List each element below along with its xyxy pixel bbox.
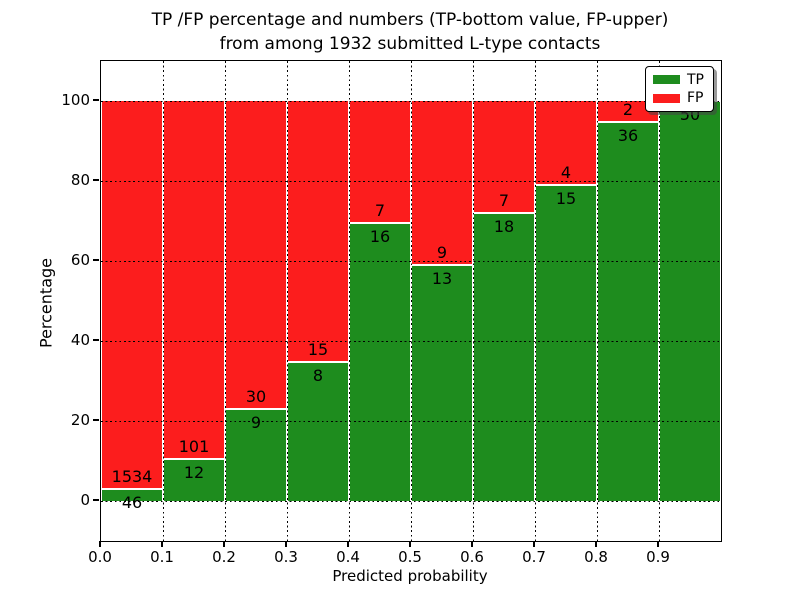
x-tick	[533, 541, 535, 547]
chart-title-line2: from among 1932 submitted L-type contact…	[219, 34, 601, 54]
bar-segment-tp	[659, 101, 721, 501]
chart-title: TP /FP percentage and numbers (TP-bottom…	[100, 8, 720, 56]
x-tick-label: 0.9	[646, 548, 670, 566]
y-tick-label: 80	[70, 171, 90, 189]
y-tick	[93, 259, 99, 261]
x-tick-label: 0.6	[460, 548, 484, 566]
bar-segment-tp	[349, 222, 411, 501]
bar-segment-fp	[287, 101, 349, 362]
x-tick	[99, 541, 101, 547]
bar-segment-tp	[597, 122, 659, 501]
bar-segment-fp	[101, 101, 163, 490]
y-tick-label: 100	[61, 91, 90, 109]
legend-item: FP	[646, 90, 713, 106]
bar-segment-fp	[349, 101, 411, 223]
x-tick	[223, 541, 225, 547]
y-tick-label: 60	[70, 251, 90, 269]
chart-title-line1: TP /FP percentage and numbers (TP-bottom…	[151, 10, 669, 30]
x-tick	[471, 541, 473, 547]
bar-segment-tp	[473, 213, 535, 501]
bar-segment-fp	[163, 101, 225, 459]
x-tick	[409, 541, 411, 547]
x-tick-label: 0.5	[398, 548, 422, 566]
x-tick-label: 0.0	[88, 548, 112, 566]
x-tick	[161, 541, 163, 547]
x-tick	[347, 541, 349, 547]
bar-segment-tp	[535, 185, 597, 501]
bar-segment-fp	[225, 101, 287, 409]
bar-segment-tp	[101, 489, 163, 501]
plot-area: 1534 46 101 12 30 9 15 8 7 16 9 13 7 18 4 15 2 36 50	[100, 60, 722, 542]
y-tick	[93, 499, 99, 501]
x-tick-label: 0.2	[212, 548, 236, 566]
legend-item: TP	[646, 72, 713, 88]
legend: TP FP	[645, 66, 714, 112]
y-tick	[93, 179, 99, 181]
bar-segment-tp	[287, 361, 349, 501]
y-tick-label: 20	[70, 411, 90, 429]
bar-segment-tp	[411, 264, 473, 501]
bar-segment-fp	[411, 101, 473, 265]
y-tick-label: 40	[70, 331, 90, 349]
x-axis-label: Predicted probability	[332, 567, 488, 585]
y-tick	[93, 339, 99, 341]
x-tick-label: 0.1	[150, 548, 174, 566]
y-tick	[93, 419, 99, 421]
x-tick-label: 0.4	[336, 548, 360, 566]
legend-label: FP	[687, 90, 704, 107]
x-tick-label: 0.3	[274, 548, 298, 566]
bar-segment-fp	[473, 101, 535, 213]
legend-swatch-tp	[653, 75, 680, 85]
x-tick	[285, 541, 287, 547]
x-tick-label: 0.8	[584, 548, 608, 566]
bar-segment-tp	[225, 408, 287, 501]
x-tick	[595, 541, 597, 547]
bar-segment-fp	[535, 101, 597, 186]
x-tick	[657, 541, 659, 547]
x-tick-label: 0.7	[522, 548, 546, 566]
legend-swatch-fp	[653, 93, 680, 103]
legend-label: TP	[687, 71, 704, 88]
y-tick-label: 0	[80, 491, 90, 509]
bar-segment-tp	[163, 458, 225, 501]
y-tick	[93, 99, 99, 101]
